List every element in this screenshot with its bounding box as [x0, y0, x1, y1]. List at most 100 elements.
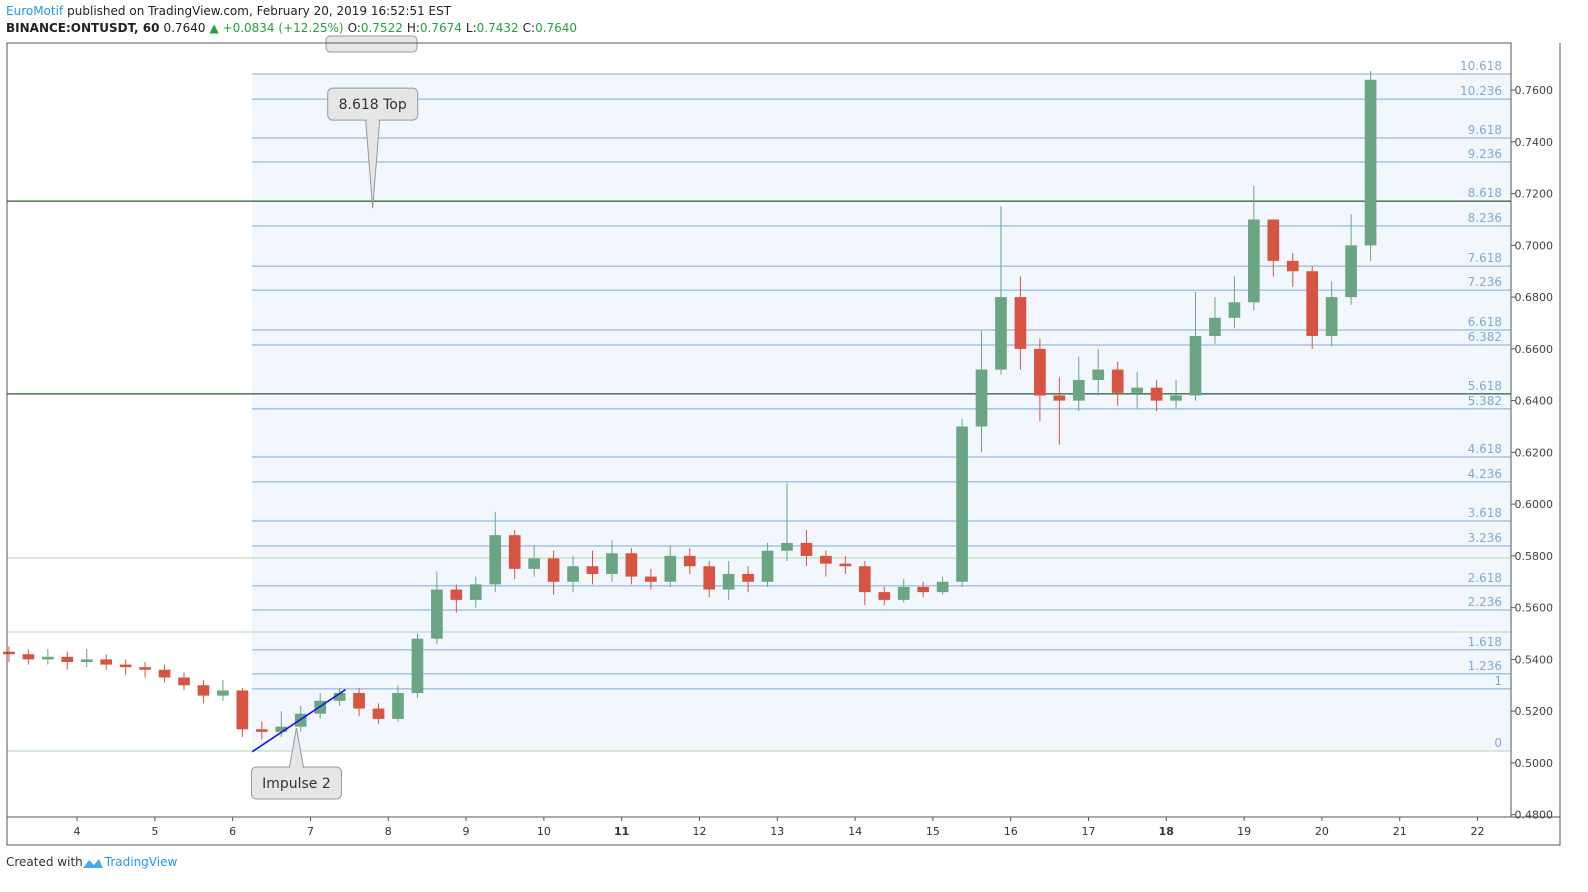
cut-callout [325, 35, 418, 53]
x-tick-label: 21 [1393, 825, 1407, 838]
fib-label: 8.236 [1468, 211, 1502, 225]
candle-body [139, 667, 151, 670]
candle-body [1345, 245, 1357, 298]
y-tick-label: 0.7400 [1515, 136, 1554, 149]
candle-body [61, 656, 74, 662]
candle-body [1014, 297, 1027, 349]
close: 0.7640 [535, 21, 578, 35]
fib-label: 1.618 [1468, 635, 1502, 649]
candle-body [1131, 387, 1143, 393]
candle-body [1053, 395, 1066, 401]
x-tick-label: 18 [1159, 825, 1174, 838]
author[interactable]: EuroMotif [6, 4, 64, 18]
x-tick-label: 6 [229, 825, 236, 838]
x-tick-label: 11 [614, 825, 629, 838]
y-tick-label: 0.6400 [1515, 395, 1554, 408]
brand[interactable]: TradingView [104, 855, 178, 869]
candle-body [995, 297, 1007, 370]
fib-label: 7.618 [1468, 251, 1502, 265]
y-tick-label: 0.7200 [1515, 188, 1554, 201]
y-tick-label: 0.5000 [1515, 757, 1554, 770]
x-tick-label: 19 [1237, 825, 1251, 838]
x-tick-label: 22 [1471, 825, 1485, 838]
open: 0.7522 [360, 21, 403, 35]
x-tick-label: 13 [770, 825, 784, 838]
fib-label: 3.618 [1468, 506, 1502, 520]
candle-body [917, 586, 930, 593]
last: 0.7640 [163, 21, 206, 35]
candle-body [1189, 335, 1202, 396]
candle-body [936, 581, 949, 593]
fib-band [252, 74, 1511, 752]
candle-body [372, 708, 385, 719]
candle-body [547, 558, 560, 582]
y-tick-label: 0.7000 [1515, 239, 1554, 252]
candle-body [469, 584, 482, 600]
candle-body [1306, 271, 1319, 336]
candle-body [839, 563, 852, 567]
callout-text: Impulse 2 [262, 776, 331, 792]
candle-body [625, 553, 638, 577]
x-tick-label: 9 [463, 825, 470, 838]
candle-body [683, 555, 696, 567]
candle-body [119, 664, 132, 668]
published: published on TradingView.com, February 2… [67, 4, 452, 18]
x-tick-label: 14 [848, 825, 862, 838]
fib-label: 7.236 [1468, 275, 1502, 289]
candle-body [1228, 302, 1241, 318]
candle-body [761, 550, 774, 582]
fib-label: 1 [1494, 674, 1502, 688]
candle-body [431, 589, 443, 639]
candle-body [897, 586, 910, 600]
candle-body [664, 555, 677, 582]
x-tick-label: 7 [307, 825, 314, 838]
fib-label: 10.236 [1460, 84, 1502, 98]
candle-body [1092, 369, 1105, 380]
x-tick-label: 20 [1315, 825, 1329, 838]
fib-label: 1.236 [1468, 659, 1502, 673]
candle-body [236, 690, 249, 730]
fib-label: 2.236 [1468, 595, 1502, 609]
candle-body [178, 677, 190, 686]
candle-body [528, 558, 540, 569]
symbol: BINANCE:ONTUSDT, 60 [6, 21, 160, 35]
logo-shape [83, 859, 103, 868]
candle-body [703, 566, 716, 590]
fib-label: 5.618 [1468, 379, 1502, 393]
candle-body [781, 542, 793, 551]
fib-label: 0 [1494, 736, 1502, 750]
candle-body [606, 553, 618, 575]
label: H: [406, 21, 420, 35]
label: C: [522, 21, 536, 35]
candle-body [858, 566, 871, 593]
x-tick-label: 12 [692, 825, 706, 838]
y-tick-label: 0.5600 [1515, 602, 1554, 615]
candle-body [1248, 219, 1260, 303]
candle-body [1286, 260, 1299, 272]
label: L: [465, 21, 477, 35]
fib-label: 5.382 [1468, 394, 1502, 408]
candle-body [353, 693, 365, 709]
y-tick-label: 0.6600 [1515, 343, 1554, 356]
candle-body [1111, 369, 1124, 393]
logo [83, 859, 103, 868]
candle-body [333, 693, 346, 701]
x-tick-label: 16 [1004, 825, 1018, 838]
candle-body [489, 535, 502, 585]
x-tick-label: 8 [385, 825, 392, 838]
candle-body [392, 693, 404, 719]
change: ▲ +0.0834 (+12.25%) [209, 21, 344, 35]
candle-body [956, 426, 968, 582]
candle-body [1170, 395, 1182, 401]
candle-body [255, 729, 268, 732]
candle-body [1267, 219, 1280, 261]
candle-body [800, 542, 813, 556]
candle-body [217, 690, 229, 696]
candle-body [645, 576, 657, 582]
candle-body [100, 659, 113, 665]
fib-label: 9.236 [1468, 147, 1502, 161]
y-tick-label: 0.6000 [1515, 498, 1554, 511]
candle-body [22, 654, 35, 660]
